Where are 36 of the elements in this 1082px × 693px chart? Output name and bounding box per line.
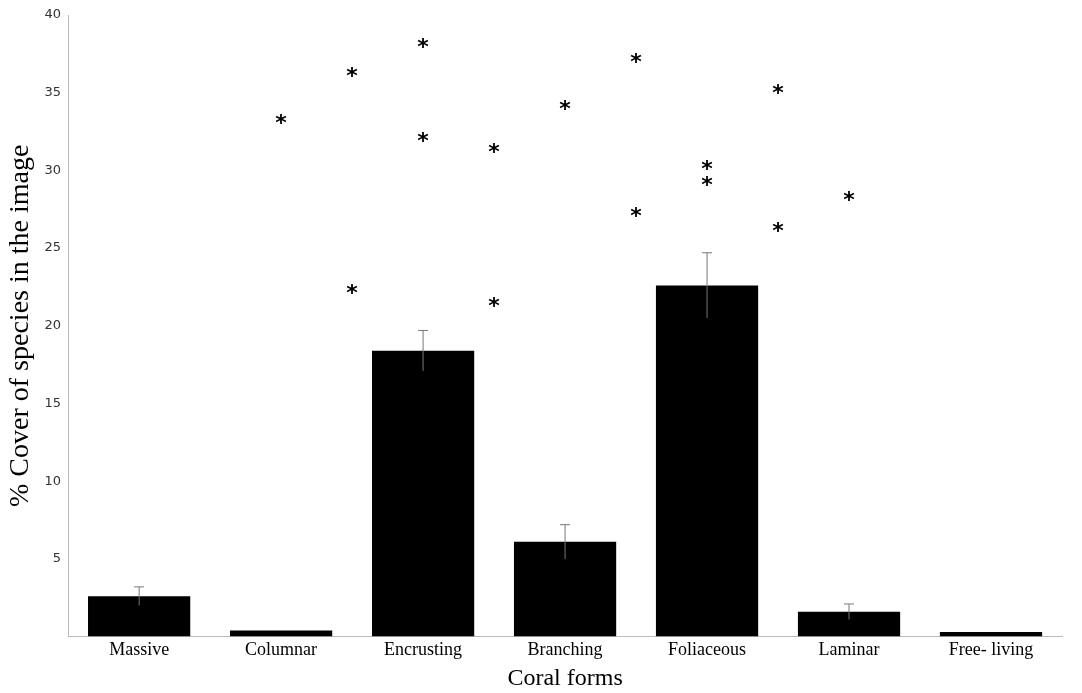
annotation: * (417, 128, 430, 154)
y-tick-label: 10 (44, 472, 62, 488)
x-tick-label: Encrusting (384, 639, 463, 660)
x-tick-label: Laminar (818, 639, 880, 660)
bar (513, 541, 617, 637)
x-tick-label: Massive (109, 639, 170, 660)
bar (230, 630, 333, 637)
annotation: * (417, 33, 430, 59)
bar (88, 596, 191, 637)
annotation: * (559, 95, 572, 121)
y-tick-label: 15 (44, 394, 62, 410)
x-tick-label: Foliaceous (668, 639, 747, 660)
bar (655, 285, 759, 637)
x-tick-label: Free- living (948, 639, 1034, 660)
x-axis-title: Coral forms (507, 663, 623, 690)
y-tick-label: 20 (44, 317, 62, 333)
x-tick-label: Columnar (245, 639, 318, 660)
y-tick-label: 35 (44, 84, 62, 100)
y-tick-label: 40 (44, 6, 62, 22)
annotation: * (772, 218, 785, 244)
bar (371, 350, 475, 637)
annotation: * (275, 109, 288, 135)
y-tick-label: 25 (44, 239, 62, 255)
annotation: * (488, 292, 501, 318)
annotation: * (488, 139, 501, 165)
y-tick-label: 30 (44, 161, 62, 177)
annotation: * (630, 49, 643, 75)
annotation: * (630, 202, 643, 228)
y-axis-title: % Cover of species in the image (3, 144, 35, 507)
annotation: * (346, 280, 359, 306)
y-tick-label: 5 (52, 550, 62, 566)
annotation: * (772, 80, 785, 106)
x-tick-label: Branching (527, 639, 603, 660)
bar (797, 611, 901, 637)
annotation: * (346, 62, 359, 88)
annotation: * (843, 187, 856, 213)
